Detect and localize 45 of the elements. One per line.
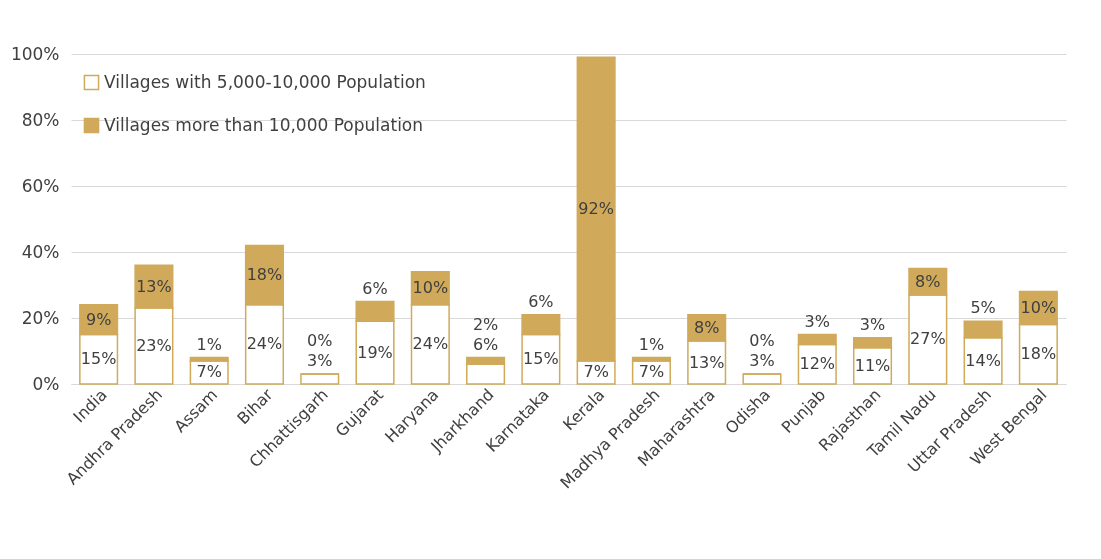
legend-label: Villages more than 10,000 Population xyxy=(104,114,424,135)
data-label: 11% xyxy=(854,355,891,375)
data-label: 3% xyxy=(804,311,830,331)
y-tick-label: 80% xyxy=(21,109,60,130)
data-label: 12% xyxy=(799,354,836,374)
data-label: 14% xyxy=(965,350,1001,370)
data-label: 1% xyxy=(638,334,665,354)
data-label: 19% xyxy=(357,342,393,362)
data-label: 27% xyxy=(910,329,946,349)
y-tick-label: 20% xyxy=(21,307,60,328)
data-label: 15% xyxy=(523,349,559,369)
data-label: 7% xyxy=(638,362,665,382)
data-label: 2% xyxy=(472,314,499,334)
y-tick-label: 60% xyxy=(21,175,60,196)
data-label: 10% xyxy=(412,278,449,298)
data-label: 6% xyxy=(362,278,388,298)
data-label: 9% xyxy=(85,309,112,329)
data-label: 13% xyxy=(136,276,172,296)
data-label: 92% xyxy=(578,199,614,219)
legend-label: Villages with 5,000-10,000 Population xyxy=(104,71,426,92)
data-label: 3% xyxy=(307,351,333,371)
data-label: 24% xyxy=(246,334,283,354)
data-label: 8% xyxy=(915,271,941,291)
data-label: 18% xyxy=(1020,344,1057,364)
data-label: 3% xyxy=(749,351,775,371)
data-label: 7% xyxy=(583,362,609,382)
y-tick-label: 40% xyxy=(21,241,60,262)
data-label: 24% xyxy=(412,334,449,354)
data-label: 3% xyxy=(859,314,886,334)
data-label: 13% xyxy=(688,352,725,372)
data-label: 7% xyxy=(196,362,222,382)
data-label: 8% xyxy=(694,317,720,337)
data-label: 0% xyxy=(307,331,333,351)
data-label: 18% xyxy=(246,265,283,285)
data-label: 5% xyxy=(970,298,996,318)
data-label: 1% xyxy=(196,334,222,354)
data-label: 10% xyxy=(1020,298,1057,318)
data-label: 6% xyxy=(472,334,499,354)
bar xyxy=(300,373,340,385)
data-label: 0% xyxy=(749,331,775,351)
y-tick-label: 100% xyxy=(10,43,60,64)
y-tick-label: 0% xyxy=(32,373,60,394)
data-label: 6% xyxy=(528,291,554,311)
data-label: 23% xyxy=(136,336,172,356)
data-label: 15% xyxy=(80,349,117,369)
